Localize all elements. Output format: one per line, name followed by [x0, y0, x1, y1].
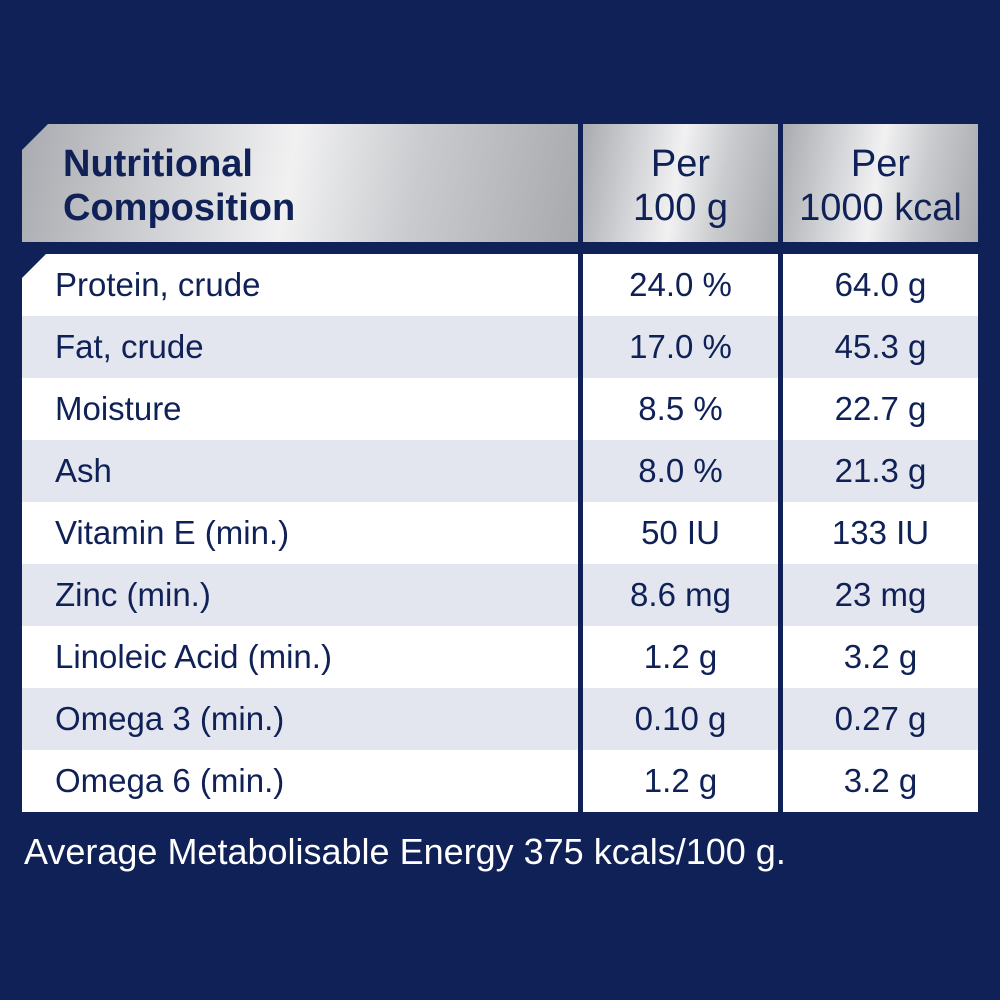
header-title: Nutritional Composition — [63, 142, 295, 230]
per-100g-column: 24.0 % 17.0 % 8.5 % 8.0 % 50 IU 8.6 mg 1… — [583, 254, 778, 812]
per-1000kcal-cell: 0.27 g — [783, 688, 978, 750]
header-col2-line1: Per — [650, 143, 711, 185]
per-100g-cell: 1.2 g — [583, 750, 778, 812]
nutrient-cell: Zinc (min.) — [22, 564, 578, 626]
per-1000kcal-cell: 45.3 g — [783, 316, 978, 378]
nutrient-cell: Omega 3 (min.) — [22, 688, 578, 750]
per-1000kcal-cell: 22.7 g — [783, 378, 978, 440]
nutrient-column: Protein, crude Fat, crude Moisture Ash V… — [22, 254, 578, 812]
per-1000kcal-cell: 3.2 g — [783, 750, 978, 812]
per-1000kcal-cell: 3.2 g — [783, 626, 978, 688]
per-100g-cell: 24.0 % — [583, 254, 778, 316]
per-100g-cell: 1.2 g — [583, 626, 778, 688]
per-1000kcal-cell: 133 IU — [783, 502, 978, 564]
nutrient-cell: Protein, crude — [22, 254, 578, 316]
per-1000kcal-cell: 64.0 g — [783, 254, 978, 316]
per-100g-cell: 50 IU — [583, 502, 778, 564]
nutrient-cell: Ash — [22, 440, 578, 502]
nutrient-cell: Omega 6 (min.) — [22, 750, 578, 812]
nutrient-cell: Vitamin E (min.) — [22, 502, 578, 564]
per-1000kcal-cell: 23 mg — [783, 564, 978, 626]
header-col3-line2: 1000 kcal — [799, 187, 962, 229]
per-100g-cell: 8.5 % — [583, 378, 778, 440]
header-title-line1: Nutritional — [63, 143, 253, 185]
per-100g-cell: 17.0 % — [583, 316, 778, 378]
per-100g-cell: 8.6 mg — [583, 564, 778, 626]
nutrient-cell: Linoleic Acid (min.) — [22, 626, 578, 688]
table-body: Protein, crude Fat, crude Moisture Ash V… — [22, 254, 978, 812]
header-col2-line2: 100 g — [632, 187, 729, 229]
per-100g-cell: 0.10 g — [583, 688, 778, 750]
per-100g-cell: 8.0 % — [583, 440, 778, 502]
header-per-100g: Per 100 g — [583, 124, 778, 242]
per-1000kcal-cell: 21.3 g — [783, 440, 978, 502]
per-1000kcal-column: 64.0 g 45.3 g 22.7 g 21.3 g 133 IU 23 mg… — [783, 254, 978, 812]
header-title-line2: Composition — [63, 187, 296, 229]
nutrient-cell: Fat, crude — [22, 316, 578, 378]
nutrient-cell: Moisture — [22, 378, 578, 440]
header-per-1000kcal: Per 1000 kcal — [783, 124, 978, 242]
header-col3-line1: Per — [850, 143, 911, 185]
header-nutritional-composition: Nutritional Composition — [22, 124, 578, 242]
nutrition-table: Nutritional Composition Per 100 g Per 10… — [22, 124, 978, 812]
table-header: Nutritional Composition Per 100 g Per 10… — [22, 124, 978, 242]
energy-footnote: Average Metabolisable Energy 375 kcals/1… — [24, 831, 786, 872]
